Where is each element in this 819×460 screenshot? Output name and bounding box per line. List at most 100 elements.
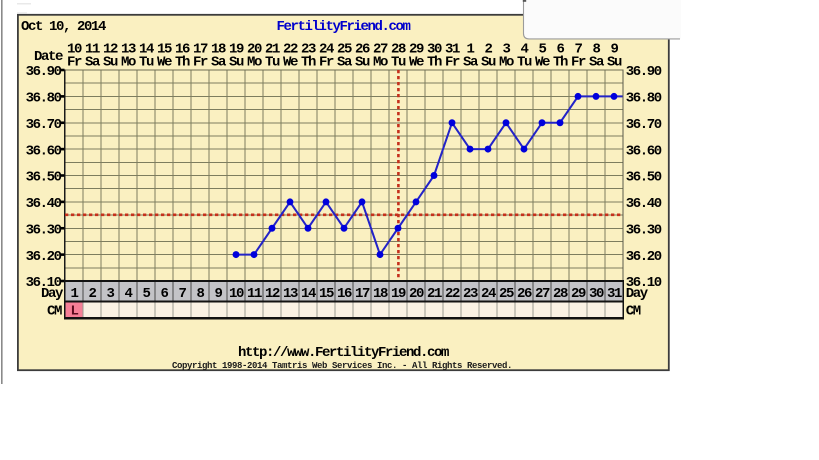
svg-text:Oct 10, 2014: Oct 10, 2014 (21, 19, 106, 35)
svg-text:We: We (283, 54, 298, 70)
svg-text:36.90: 36.90 (626, 64, 662, 80)
svg-text:36.60: 36.60 (26, 143, 62, 159)
svg-text:36.70: 36.70 (26, 117, 62, 133)
svg-text:36.10: 36.10 (626, 275, 662, 291)
svg-text:15: 15 (319, 286, 334, 302)
svg-text:Sa: Sa (589, 54, 605, 70)
svg-text:Mo: Mo (373, 54, 388, 70)
svg-text:20: 20 (409, 286, 424, 302)
svg-text:Fr: Fr (67, 54, 82, 70)
svg-text:Sa: Sa (85, 54, 101, 70)
svg-text:Sa: Sa (337, 54, 353, 70)
svg-text:Mo: Mo (121, 54, 136, 70)
svg-text:28: 28 (553, 286, 568, 302)
svg-text:4: 4 (520, 41, 528, 57)
svg-text:27: 27 (373, 41, 388, 57)
svg-text:Mo: Mo (247, 54, 262, 70)
svg-text:16: 16 (337, 286, 352, 302)
svg-text:6: 6 (556, 41, 564, 57)
svg-text:36.80: 36.80 (626, 91, 662, 107)
svg-text:10: 10 (67, 41, 82, 57)
svg-text:28: 28 (391, 41, 406, 57)
svg-text:Fr: Fr (319, 54, 334, 70)
svg-text:We: We (409, 54, 424, 70)
svg-text:Date: Date (34, 49, 63, 65)
svg-text:1: 1 (70, 286, 78, 302)
svg-text:2: 2 (484, 41, 492, 57)
svg-text:2: 2 (88, 286, 96, 302)
svg-text:13: 13 (121, 41, 136, 57)
svg-text:16: 16 (175, 41, 190, 57)
svg-text:25: 25 (337, 41, 352, 57)
svg-text:8: 8 (196, 286, 204, 302)
svg-text:Su: Su (229, 54, 244, 70)
svg-text:Sa: Sa (211, 54, 227, 70)
svg-text:13: 13 (283, 286, 298, 302)
svg-text:Fr: Fr (193, 54, 208, 70)
svg-text:Th: Th (427, 54, 442, 70)
svg-text:11: 11 (247, 286, 262, 302)
svg-text:36.20: 36.20 (26, 249, 62, 265)
svg-text:36.40: 36.40 (626, 196, 662, 212)
svg-text:L: L (70, 304, 78, 320)
svg-text:We: We (157, 54, 172, 70)
svg-text:10: 10 (229, 286, 244, 302)
svg-text:20: 20 (247, 41, 262, 57)
svg-text:36.80: 36.80 (26, 91, 62, 107)
svg-text:Fr: Fr (445, 54, 460, 70)
svg-text:Tu: Tu (391, 54, 406, 70)
svg-text:9: 9 (214, 286, 222, 302)
svg-text:11: 11 (85, 41, 100, 57)
svg-text:36.60: 36.60 (626, 143, 662, 159)
svg-text:36.40: 36.40 (26, 196, 62, 212)
svg-text:36.10: 36.10 (26, 275, 62, 291)
svg-text:Day: Day (41, 286, 64, 302)
svg-text:5: 5 (142, 286, 150, 302)
svg-text:17: 17 (193, 41, 208, 57)
svg-text:26: 26 (355, 41, 370, 57)
svg-text:36.50: 36.50 (26, 170, 62, 186)
svg-text:Tu: Tu (265, 54, 280, 70)
svg-text:Sa: Sa (463, 54, 479, 70)
svg-text:Th: Th (175, 54, 190, 70)
svg-text:CM: CM (47, 304, 62, 320)
svg-text:22: 22 (445, 286, 460, 302)
svg-text:Su: Su (607, 54, 622, 70)
svg-text:22: 22 (283, 41, 298, 57)
svg-text:19: 19 (391, 286, 406, 302)
svg-text:Th: Th (553, 54, 568, 70)
svg-text:3: 3 (502, 41, 510, 57)
svg-text:36.90: 36.90 (26, 64, 62, 80)
svg-text:We: We (535, 54, 550, 70)
svg-text:12: 12 (265, 286, 280, 302)
svg-text:Day: Day (626, 286, 649, 302)
svg-text:36.30: 36.30 (26, 222, 62, 238)
svg-text:Th: Th (301, 54, 316, 70)
svg-text:21: 21 (427, 286, 442, 302)
svg-text:Su: Su (481, 54, 496, 70)
svg-text:8: 8 (592, 41, 600, 57)
svg-text:Fr: Fr (571, 54, 586, 70)
svg-text:14: 14 (301, 286, 316, 302)
svg-text:30: 30 (589, 286, 604, 302)
svg-text:7: 7 (574, 41, 582, 57)
svg-text:18: 18 (211, 41, 226, 57)
svg-text:24: 24 (481, 286, 496, 302)
svg-text:6: 6 (160, 286, 168, 302)
svg-text:36.20: 36.20 (626, 249, 662, 265)
svg-text:26: 26 (517, 286, 532, 302)
svg-text:23: 23 (301, 41, 316, 57)
svg-text:Mo: Mo (499, 54, 514, 70)
svg-text:21: 21 (265, 41, 280, 57)
svg-text:4: 4 (124, 286, 132, 302)
svg-text:5: 5 (538, 41, 546, 57)
svg-text:Su: Su (355, 54, 370, 70)
svg-text:3: 3 (106, 286, 114, 302)
svg-text:FertilityFriend.com: FertilityFriend.com (276, 19, 410, 35)
svg-text:36.30: 36.30 (626, 222, 662, 238)
svg-text:29: 29 (409, 41, 424, 57)
svg-text:30: 30 (427, 41, 442, 57)
svg-text:27: 27 (535, 286, 550, 302)
svg-text:18: 18 (373, 286, 388, 302)
svg-text:14: 14 (139, 41, 154, 57)
